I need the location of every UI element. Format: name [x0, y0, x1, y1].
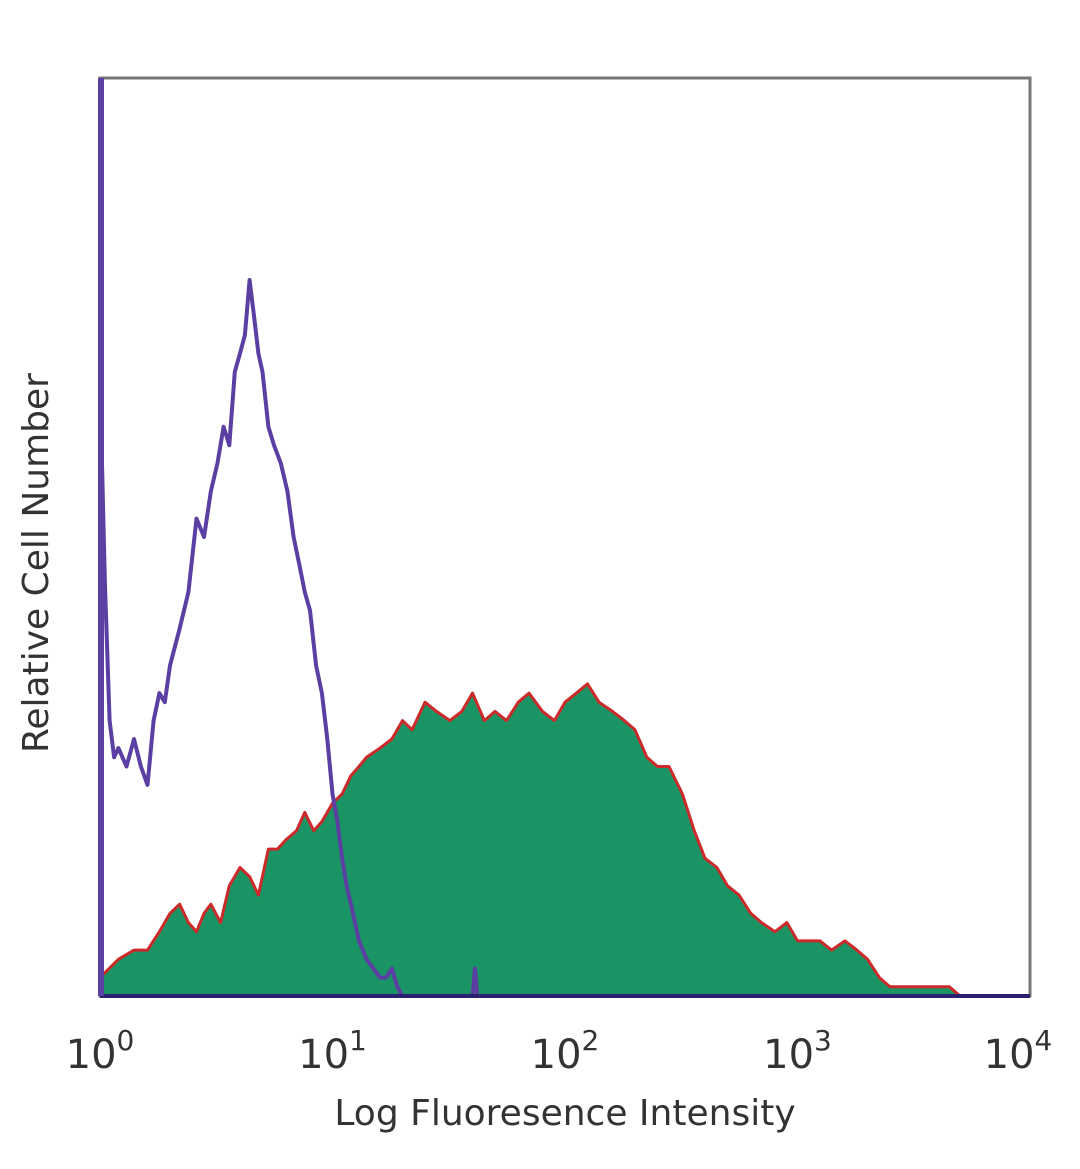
x-tick-base-4: 10	[984, 1032, 1035, 1078]
x-tick-label-1: 101	[298, 1024, 367, 1078]
x-tick-base-3: 10	[763, 1032, 814, 1078]
x-tick-labels: 100 101 102 103 104	[66, 1024, 1053, 1078]
x-tick-base-2: 10	[531, 1032, 582, 1078]
x-tick-label-0: 100	[66, 1024, 135, 1078]
series-stained-area	[100, 683, 1030, 996]
x-tick-exponent-2: 2	[582, 1024, 600, 1057]
x-tick-exponent-0: 0	[117, 1024, 135, 1057]
x-tick-base-0: 10	[66, 1032, 117, 1078]
x-tick-exponent-4: 4	[1035, 1024, 1053, 1057]
x-tick-base-1: 10	[298, 1032, 349, 1078]
x-axis-label: Log Fluoresence Intensity	[334, 1093, 795, 1134]
x-tick-exponent-3: 3	[814, 1024, 832, 1057]
series-layer	[98, 278, 1030, 998]
series-stained-outline	[98, 682, 1030, 998]
series-isotype-control-line	[100, 278, 495, 998]
x-tick-label-4: 104	[984, 1024, 1053, 1078]
y-axis-label: Relative Cell Number	[16, 373, 57, 753]
x-tick-label-3: 103	[763, 1024, 832, 1078]
x-tick-exponent-1: 1	[349, 1024, 367, 1057]
x-tick-label-2: 102	[531, 1024, 600, 1078]
